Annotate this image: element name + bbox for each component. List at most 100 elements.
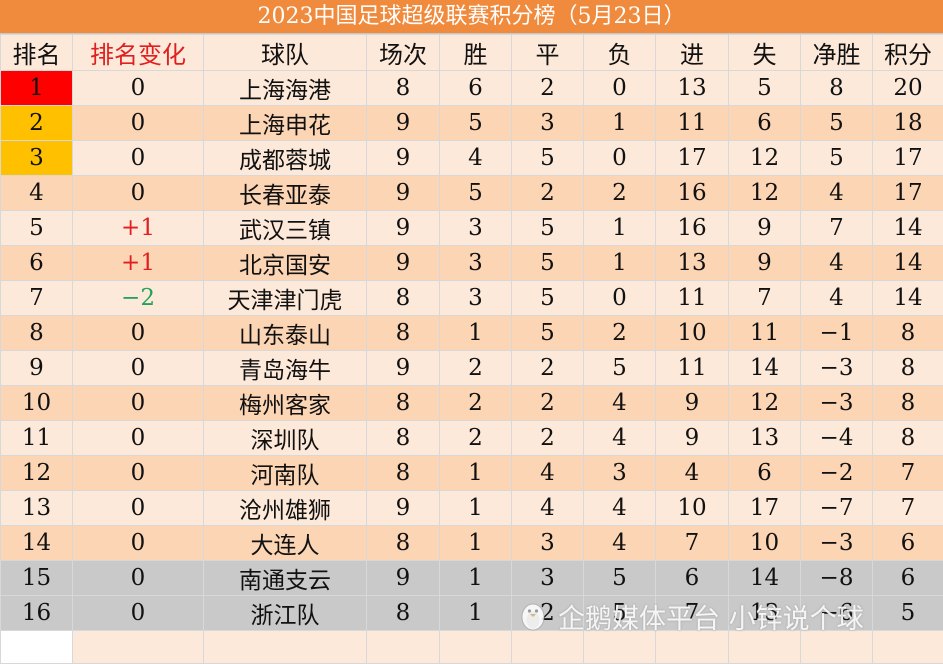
header-goals-against: 失	[729, 35, 801, 71]
rank-change-cell: −2	[73, 281, 204, 316]
rank-cell: 15	[1, 561, 73, 596]
rank-cell: 9	[1, 351, 73, 386]
rank-cell: 14	[1, 526, 73, 561]
goal-difference-cell: 4	[801, 246, 873, 281]
lost-cell: 1	[584, 106, 656, 141]
played-cell: 9	[367, 246, 440, 281]
rank-change-cell: 0	[73, 351, 204, 386]
rank-change-cell: 0	[73, 106, 204, 141]
table-title: 2023中国足球超级联赛积分榜（5月23日）	[0, 0, 943, 34]
played-cell: 9	[367, 491, 440, 526]
rank-change-cell: 0	[73, 176, 204, 211]
team-cell: 北京国安	[204, 246, 367, 281]
team-cell: 山东泰山	[204, 316, 367, 351]
goals-for-cell: 11	[656, 351, 729, 386]
draw-cell: 2	[512, 176, 584, 211]
played-cell: 8	[367, 316, 440, 351]
draw-cell: 5	[512, 316, 584, 351]
goal-difference-cell: 5	[801, 141, 873, 176]
played-cell: 8	[367, 596, 440, 631]
empty-cell	[73, 631, 204, 664]
draw-cell: 4	[512, 491, 584, 526]
won-cell: 2	[440, 351, 512, 386]
points-cell: 18	[873, 106, 943, 141]
points-cell: 5	[873, 596, 943, 631]
goals-against-cell: 10	[729, 526, 801, 561]
played-cell: 8	[367, 71, 440, 106]
lost-cell: 4	[584, 421, 656, 456]
team-cell: 浙江队	[204, 596, 367, 631]
draw-cell: 5	[512, 281, 584, 316]
header-rank-change: 排名变化	[73, 35, 204, 71]
goals-against-cell: 12	[729, 386, 801, 421]
lost-cell: 0	[584, 141, 656, 176]
goal-difference-cell: −3	[801, 526, 873, 561]
empty-cell	[440, 631, 512, 664]
goals-against-cell: 11	[729, 316, 801, 351]
goals-for-cell: 10	[656, 491, 729, 526]
goals-for-cell: 4	[656, 456, 729, 491]
rank-cell: 1	[1, 71, 73, 106]
header-points: 积分	[873, 35, 943, 71]
draw-cell: 2	[512, 386, 584, 421]
team-cell: 沧州雄狮	[204, 491, 367, 526]
won-cell: 1	[440, 316, 512, 351]
points-cell: 8	[873, 421, 943, 456]
won-cell: 4	[440, 141, 512, 176]
team-cell: 长春亚泰	[204, 176, 367, 211]
points-cell: 7	[873, 456, 943, 491]
rank-cell: 16	[1, 596, 73, 631]
played-cell: 8	[367, 281, 440, 316]
goal-difference-cell: 8	[801, 71, 873, 106]
goal-difference-cell: −8	[801, 561, 873, 596]
points-cell: 8	[873, 316, 943, 351]
goals-against-cell: 14	[729, 351, 801, 386]
points-cell: 6	[873, 526, 943, 561]
goal-difference-cell: 7	[801, 211, 873, 246]
draw-cell: 2	[512, 351, 584, 386]
rank-cell: 3	[1, 141, 73, 176]
points-cell: 17	[873, 141, 943, 176]
lost-cell: 0	[584, 71, 656, 106]
won-cell: 6	[440, 71, 512, 106]
watermark-text: 企鹅媒体平台 小锌说个球	[558, 597, 864, 636]
played-cell: 8	[367, 456, 440, 491]
goals-for-cell: 11	[656, 106, 729, 141]
lost-cell: 5	[584, 561, 656, 596]
goals-for-cell: 13	[656, 71, 729, 106]
goals-against-cell: 17	[729, 491, 801, 526]
goal-difference-cell: −3	[801, 351, 873, 386]
rank-cell: 5	[1, 211, 73, 246]
goals-for-cell: 10	[656, 316, 729, 351]
points-cell: 8	[873, 351, 943, 386]
header-row: 排名 排名变化 球队 场次 胜 平 负 进 失 净胜 积分	[1, 35, 943, 71]
goal-difference-cell: −3	[801, 386, 873, 421]
goals-against-cell: 12	[729, 141, 801, 176]
lost-cell: 3	[584, 456, 656, 491]
draw-cell: 3	[512, 526, 584, 561]
team-cell: 上海申花	[204, 106, 367, 141]
rank-cell: 12	[1, 456, 73, 491]
rank-change-cell: 0	[73, 316, 204, 351]
penguin-logo-icon	[516, 599, 550, 633]
lost-cell: 2	[584, 176, 656, 211]
goals-against-cell: 14	[729, 561, 801, 596]
lost-cell: 0	[584, 281, 656, 316]
empty-cell	[204, 631, 367, 664]
team-cell: 青岛海牛	[204, 351, 367, 386]
lost-cell: 1	[584, 211, 656, 246]
header-goals-for: 进	[656, 35, 729, 71]
points-cell: 7	[873, 491, 943, 526]
goal-difference-cell: −4	[801, 421, 873, 456]
rank-cell: 4	[1, 176, 73, 211]
standings-sheet: 2023中国足球超级联赛积分榜（5月23日） 排名 排名变化 球队 场次 胜 平…	[0, 0, 943, 649]
won-cell: 1	[440, 456, 512, 491]
